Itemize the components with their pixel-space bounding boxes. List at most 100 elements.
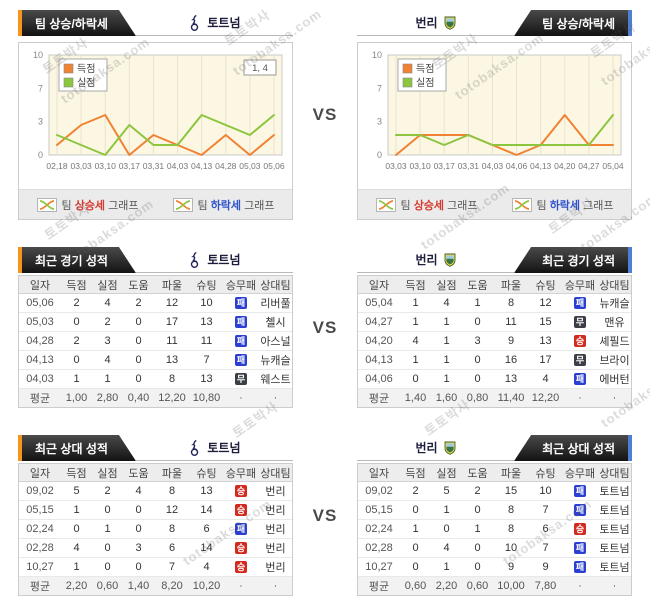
svg-text:03,31: 03,31 xyxy=(143,161,165,171)
result-badge: 패 xyxy=(574,542,586,555)
cell: 0 xyxy=(412,504,419,516)
table-row: 05,04 1 4 1 8 12 패 뉴캐슬 xyxy=(358,294,631,313)
cell: 맨유 xyxy=(604,317,625,329)
blue-accent-bar xyxy=(628,247,632,273)
cell: · xyxy=(239,580,243,592)
recent-section: 최근 경기 성적 토트넘 일자 득점 실점 도움 파울 슈팅 승무패 상대팀 05,06 2 4 2 1… xyxy=(0,247,650,408)
cell: 10 xyxy=(200,297,213,309)
recent-right-tab: 최근 경기 성적 xyxy=(514,247,628,273)
column-header: 도움 xyxy=(128,467,149,480)
cross-lines-icon xyxy=(36,197,57,212)
result-cell: 승 xyxy=(223,485,259,498)
cell: 평균 xyxy=(368,581,390,593)
column-header: 도움 xyxy=(467,467,488,480)
cell: 0,60 xyxy=(404,580,427,592)
cell: 0,60 xyxy=(96,580,119,592)
cell: 토트넘 xyxy=(599,505,630,517)
result-badge: 승 xyxy=(235,485,247,498)
cell: 3 xyxy=(474,335,481,347)
cell: 0 xyxy=(474,316,481,328)
cell: 평균 xyxy=(29,393,51,405)
orange-accent-bar xyxy=(18,247,22,273)
column-header: 일자 xyxy=(368,279,390,292)
table-row: 04,28 2 3 0 11 11 패 아스널 xyxy=(19,332,292,351)
column-header: 승무패 xyxy=(225,279,257,292)
cell: 09,02 xyxy=(26,485,54,497)
cell: 1 xyxy=(443,373,450,385)
table-row: 05,03 0 2 0 17 13 패 첼시 xyxy=(19,313,292,332)
column-header: 실점 xyxy=(436,467,457,480)
cell: 1 xyxy=(104,373,111,385)
svg-text:실점: 실점 xyxy=(77,77,95,89)
tottenham-logo-icon xyxy=(191,14,199,31)
cell: 1 xyxy=(474,297,481,309)
cell: 0 xyxy=(474,354,481,366)
column-header: 파울 xyxy=(161,279,183,292)
cell: 9 xyxy=(542,561,549,573)
trend-chart-burnley[interactable]: 03,03 03,10 03,17 03,31 04,03 04,06 04,13 04,20… xyxy=(358,43,631,189)
table-row: 04,03 1 1 0 8 13 무 웨스트 xyxy=(19,370,292,389)
table-header-row: 일자 득점 실점 도움 파울 슈팅 승무패 상대팀 xyxy=(19,276,292,294)
result-cell: 승 xyxy=(223,561,259,574)
cell: 9 xyxy=(507,335,515,347)
result-badge: 패 xyxy=(574,297,586,310)
cell: 12 xyxy=(165,504,179,516)
team-name: 토트넘 xyxy=(207,441,241,455)
trend-left-tab: 팀 상승/하락세 xyxy=(22,10,136,36)
column-header: 일자 xyxy=(29,279,51,292)
cell: 11 xyxy=(200,335,213,347)
cell: 6 xyxy=(203,523,210,535)
cell: 04,13 xyxy=(26,354,54,366)
cross-lines-icon xyxy=(375,197,396,212)
recent-left-column: 최근 경기 성적 토트넘 일자 득점 실점 도움 파울 슈팅 승무패 상대팀 05,06 2 4 2 1… xyxy=(18,247,293,408)
cell: 0 xyxy=(474,504,481,516)
cell: 0 xyxy=(135,523,142,535)
result-badge: 승 xyxy=(235,542,247,555)
result-cell: 패 xyxy=(223,354,259,367)
trend-chart-tottenham[interactable]: 02,18 03,03 03,10 03,17 03,31 04,03 04,13 04,28… xyxy=(19,43,292,189)
column-header: 상대팀 xyxy=(599,279,630,292)
vs-divider-top: VS xyxy=(293,10,357,220)
cell: 1 xyxy=(412,316,419,328)
cell: 0 xyxy=(135,373,142,385)
trend-chart-box: 03,03 03,10 03,17 03,31 04,03 04,06 04,13 04,20… xyxy=(357,42,632,220)
svg-text:03,03: 03,03 xyxy=(70,161,92,171)
svg-text:04,28: 04,28 xyxy=(215,161,237,171)
cell: 05,06 xyxy=(26,297,54,309)
column-header: 슈팅 xyxy=(196,279,217,292)
cell: 2 xyxy=(474,485,481,497)
cell: 02,28 xyxy=(365,542,393,554)
cell: 0 xyxy=(73,316,80,328)
svg-text:05,06: 05,06 xyxy=(263,161,285,171)
cell: 7 xyxy=(168,561,176,573)
team-label-tottenham: 토트넘 xyxy=(135,10,293,36)
burnley-logo-icon xyxy=(444,16,456,30)
column-header: 승무패 xyxy=(225,467,257,480)
column-header: 상대팀 xyxy=(260,467,291,480)
cell: 웨스트 xyxy=(260,374,291,386)
cell: 리버풀 xyxy=(260,298,291,310)
cell: 번리 xyxy=(265,486,286,498)
cross-lines-icon xyxy=(172,197,193,212)
cross-lines-icon xyxy=(511,197,532,212)
svg-text:04,03: 04,03 xyxy=(482,161,504,171)
trend-section: 팀 상승/하락세 토트넘 02,18 03,03 03,10 03,17 03,31 04… xyxy=(0,10,650,220)
orange-accent-bar xyxy=(18,435,22,461)
cell: 2 xyxy=(73,335,80,347)
column-header: 상대팀 xyxy=(599,467,630,480)
cell: 토트넘 xyxy=(599,562,630,574)
svg-text:04,20: 04,20 xyxy=(554,161,576,171)
svg-text:03,31: 03,31 xyxy=(458,161,480,171)
cell: 0 xyxy=(474,373,481,385)
cell: 13 xyxy=(539,335,552,347)
cell: 브라이 xyxy=(599,355,630,367)
cell: 05,15 xyxy=(26,504,54,516)
result-badge: 패 xyxy=(574,504,586,517)
cell: 5 xyxy=(73,485,80,497)
h2h-table-tottenham: 일자 득점 실점 도움 파울 슈팅 승무패 상대팀 09,02 5 2 4 8 13 승 번리 05,15 1 0 0… xyxy=(18,463,293,596)
cell: 4 xyxy=(135,485,142,497)
cell: · xyxy=(239,392,243,404)
cell: 12,20 xyxy=(531,392,560,404)
legend-down-graph: 팀 하락세 그래프 xyxy=(511,197,614,213)
column-header: 슈팅 xyxy=(535,467,556,480)
